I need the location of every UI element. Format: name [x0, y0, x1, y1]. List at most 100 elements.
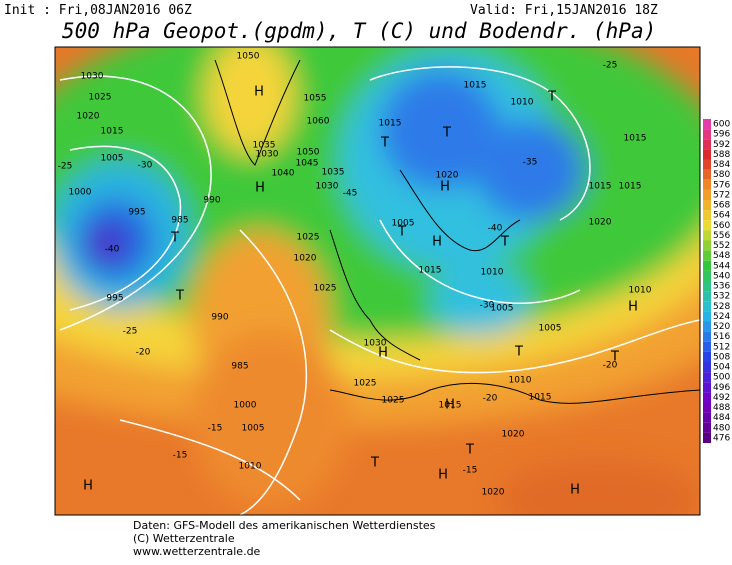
isobar-label: 1060	[307, 117, 330, 127]
isobar-label: 1015	[464, 81, 487, 91]
isobar-label: 1015	[624, 134, 647, 144]
isobar-label: 1020	[502, 430, 525, 440]
isobar-label: 995	[106, 294, 123, 304]
colorbar-swatch	[703, 139, 711, 150]
pressure-center: H	[438, 468, 448, 483]
isobar-label: 1035	[322, 168, 345, 178]
footer-line: www.wetterzentrale.de	[133, 545, 261, 558]
pressure-center: T	[547, 90, 556, 105]
colorbar-label: 556	[713, 231, 730, 241]
colorbar-label: 484	[713, 413, 730, 423]
colorbar-swatch	[703, 341, 711, 352]
pressure-center: T	[175, 289, 184, 304]
isobar-label: 1015	[529, 393, 552, 403]
colorbar-swatch	[703, 372, 711, 383]
isobar-label: 1000	[69, 188, 92, 198]
colorbar-label: 584	[713, 160, 730, 170]
colorbar-swatch	[703, 129, 711, 140]
colorbar-label: 576	[713, 180, 730, 190]
map-labels: 103010251020101510051000995990985995-25-…	[58, 52, 652, 498]
colorbar-label: 496	[713, 383, 730, 393]
pressure-center: H	[432, 235, 442, 250]
pressure-center: H	[83, 479, 93, 494]
colorbar-label: 512	[713, 342, 730, 352]
isobar-label: -25	[58, 162, 73, 172]
colorbar-swatch	[703, 250, 711, 261]
init-time: Init : Fri,08JAN2016 06Z	[4, 3, 192, 18]
colorbar-label: 500	[713, 373, 730, 383]
isobar-label: -20	[603, 361, 618, 371]
colorbar-swatch	[703, 422, 711, 433]
isobar-label: 1025	[382, 396, 405, 406]
colorbar-swatch	[703, 169, 711, 180]
colorbar-label: 528	[713, 302, 730, 312]
isobar-label: 1010	[239, 462, 262, 472]
colorbar-swatch	[703, 311, 711, 322]
pressure-center: T	[170, 231, 179, 246]
isobar-label: 1030	[256, 150, 279, 160]
colorbar-label: 476	[713, 433, 730, 443]
isobar-label: 1015	[439, 401, 462, 411]
isobar-label: 1005	[101, 154, 124, 164]
isobar-label: 1015	[619, 182, 642, 192]
pressure-center: H	[254, 85, 264, 100]
map-area: 103010251020101510051000995990985995-25-…	[55, 47, 700, 515]
colorbar-swatch	[703, 321, 711, 332]
isobar-label: 1005	[392, 219, 415, 229]
pressure-center: H	[255, 181, 265, 196]
colorbar-swatch	[703, 210, 711, 221]
isobar-label: -30	[480, 301, 495, 311]
isobar-label: 990	[203, 196, 220, 206]
colorbar-swatch	[703, 281, 711, 292]
isobar-label: 985	[231, 362, 248, 372]
colorbar-label: 548	[713, 251, 730, 261]
colorbar-swatch	[703, 159, 711, 170]
colorbar-label: 492	[713, 393, 730, 403]
isobar-label: -15	[208, 424, 223, 434]
pressure-center: T	[500, 235, 509, 250]
colorbar: 6005965925885845805765725685645605565525…	[703, 119, 730, 443]
isobar-label: 1020	[294, 254, 317, 264]
footer-line: (C) Wetterzentrale	[133, 532, 235, 545]
isobar-label: 1020	[482, 488, 505, 498]
colorbar-label: 488	[713, 403, 730, 413]
colorbar-swatch	[703, 240, 711, 251]
isobar-label: 1030	[364, 339, 387, 349]
colorbar-swatch	[703, 392, 711, 403]
colorbar-swatch	[703, 220, 711, 231]
colorbar-label: 588	[713, 150, 730, 160]
isobar-label: 1020	[436, 171, 459, 181]
isobar-label: -35	[523, 158, 538, 168]
colorbar-label: 480	[713, 423, 730, 433]
isobar-label: 1015	[589, 182, 612, 192]
isobar-label: -40	[105, 245, 120, 255]
isobar-label: 1010	[509, 376, 532, 386]
isobar-label: -45	[343, 189, 358, 199]
isobar-label: 1010	[511, 98, 534, 108]
colorbar-label: 552	[713, 241, 730, 251]
colorbar-label: 600	[713, 120, 730, 130]
colorbar-swatch	[703, 149, 711, 160]
colorbar-label: 564	[713, 211, 730, 221]
colorbar-label: 540	[713, 271, 730, 281]
isobar-label: -30	[138, 161, 153, 171]
isobar-label: 1025	[354, 379, 377, 389]
pressure-center: H	[445, 398, 455, 413]
isobar-label: 1005	[491, 304, 514, 314]
pressure-center: T	[514, 345, 523, 360]
colorbar-label: 568	[713, 201, 730, 211]
isobar-label: -15	[173, 451, 188, 461]
isobar-label: 1045	[296, 159, 319, 169]
isobar-label: 1010	[629, 286, 652, 296]
isobar-label: 1000	[234, 401, 257, 411]
colorbar-label: 536	[713, 282, 730, 292]
isobar-label: 1040	[272, 169, 295, 179]
isobar-label: -20	[483, 394, 498, 404]
colorbar-swatch	[703, 402, 711, 413]
colorbar-swatch	[703, 362, 711, 373]
colorbar-swatch	[703, 189, 711, 200]
pressure-center: T	[397, 225, 406, 240]
isobar-label: 1005	[242, 424, 265, 434]
pressure-center: T	[442, 126, 451, 141]
